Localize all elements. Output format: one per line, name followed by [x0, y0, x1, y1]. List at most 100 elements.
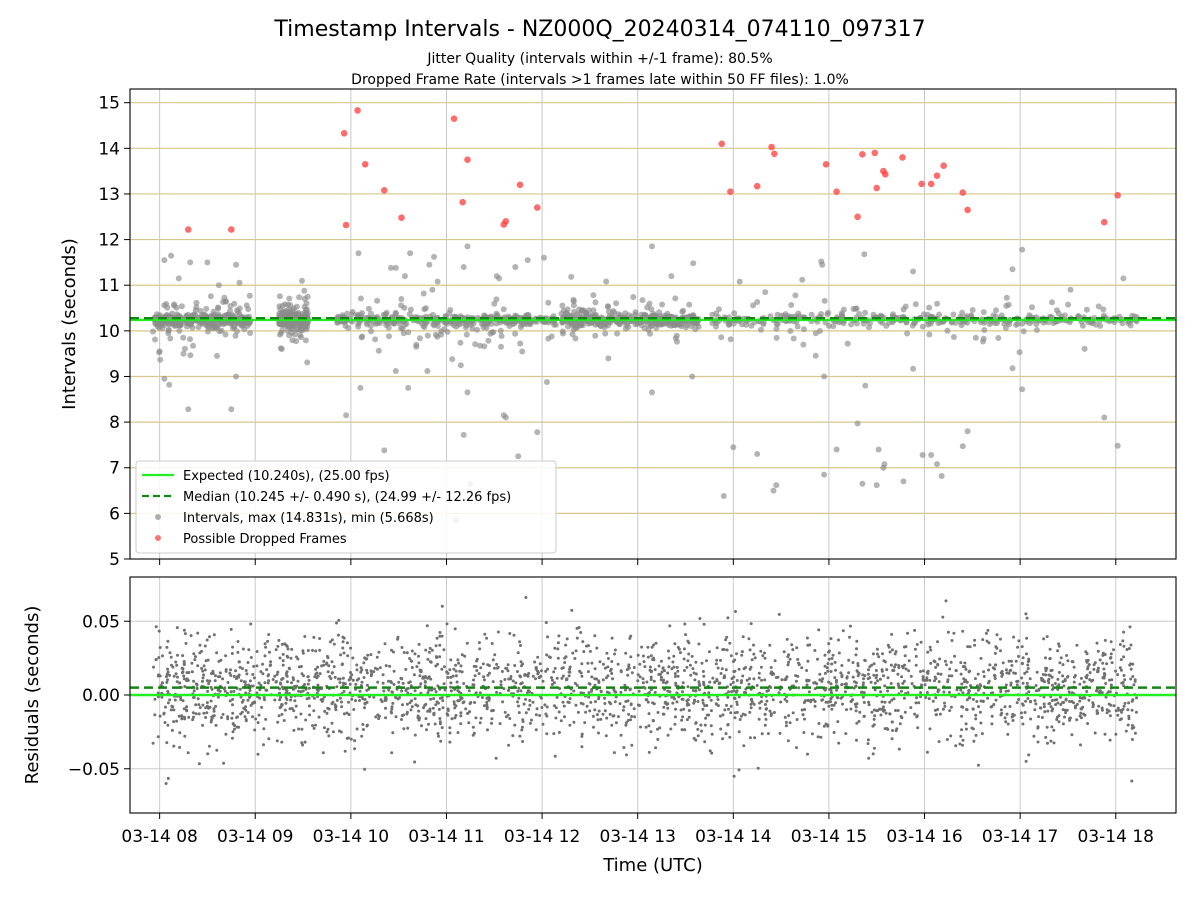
residual-point — [1110, 678, 1114, 682]
residual-point — [282, 719, 286, 722]
residual-point — [422, 676, 426, 680]
residual-point — [285, 680, 289, 684]
residual-point — [1079, 676, 1083, 680]
residual-point — [248, 679, 252, 683]
residual-point — [1003, 705, 1007, 709]
residual-point — [370, 672, 374, 676]
residual-point — [747, 682, 751, 686]
residual-point — [390, 705, 394, 709]
dropped-frame-point — [381, 187, 388, 194]
residual-point — [369, 653, 373, 657]
residual-point — [506, 713, 510, 717]
residual-point — [490, 721, 493, 725]
residual-point — [901, 681, 905, 685]
residual-point — [454, 674, 458, 678]
residual-point — [988, 663, 992, 667]
residual-point — [205, 701, 209, 705]
residual-point — [186, 751, 190, 755]
residual-point — [919, 691, 923, 695]
interval-point — [603, 278, 610, 285]
residual-point — [299, 665, 303, 668]
residual-point — [805, 678, 809, 682]
residual-point — [1034, 684, 1038, 687]
interval-point — [165, 320, 172, 327]
residual-point — [469, 701, 473, 704]
residual-point — [1098, 689, 1102, 693]
residual-point — [1092, 663, 1096, 667]
residual-point — [183, 734, 187, 738]
residual-point — [206, 689, 210, 693]
residual-point — [855, 639, 859, 643]
residual-point — [960, 728, 964, 732]
residual-point — [264, 717, 268, 721]
interval-point — [639, 297, 646, 304]
residual-point — [1122, 704, 1126, 708]
dropped-frame-point — [940, 162, 947, 169]
residual-point — [886, 727, 890, 731]
residual-point — [694, 689, 698, 693]
residual-point — [633, 715, 637, 719]
residual-point — [926, 672, 930, 675]
interval-point — [680, 307, 687, 314]
residual-point — [297, 689, 301, 693]
residual-point — [413, 760, 417, 764]
residual-point — [1001, 661, 1005, 665]
residual-point — [544, 621, 548, 625]
residual-point — [442, 682, 446, 686]
residual-point — [977, 705, 980, 709]
residual-point — [610, 636, 614, 640]
residual-point — [392, 650, 395, 654]
residual-point — [348, 682, 352, 686]
dropped-frame-point — [340, 130, 348, 137]
residual-point — [630, 743, 634, 747]
residual-point — [913, 628, 917, 632]
residual-point — [683, 669, 686, 672]
dropped-frame-point — [859, 151, 866, 158]
intervals-y-tick-label: 10 — [98, 322, 120, 342]
residual-point — [639, 725, 642, 729]
residual-point — [898, 722, 902, 726]
residual-point — [719, 727, 723, 731]
interval-point — [515, 453, 522, 460]
residual-point — [416, 704, 420, 708]
residual-point — [896, 682, 900, 686]
residual-point — [903, 710, 907, 714]
residual-point — [999, 690, 1003, 694]
residual-point — [596, 718, 600, 722]
residual-point — [1011, 719, 1015, 722]
residual-point — [696, 700, 700, 703]
interval-point — [441, 326, 448, 333]
residual-point — [571, 651, 575, 655]
residual-point — [603, 709, 607, 713]
residual-point — [857, 719, 861, 723]
residual-point — [192, 689, 196, 693]
residual-point — [701, 701, 705, 705]
residual-point — [360, 668, 364, 672]
residual-point — [917, 701, 921, 705]
residual-point — [1101, 651, 1105, 655]
residual-point — [190, 670, 194, 674]
residual-point — [872, 723, 876, 727]
residual-point — [624, 700, 628, 703]
residual-point — [413, 689, 417, 693]
residual-point — [503, 710, 507, 714]
residual-point — [166, 689, 170, 693]
residual-point — [285, 674, 289, 678]
residual-point — [737, 768, 741, 772]
residual-point — [377, 717, 381, 721]
residual-point — [408, 657, 412, 660]
interval-point — [1019, 320, 1026, 327]
residual-point — [612, 714, 616, 718]
residual-point — [177, 714, 181, 718]
residual-point — [451, 674, 455, 678]
interval-point — [357, 384, 364, 391]
residual-point — [554, 716, 558, 720]
residual-point — [594, 700, 597, 704]
residual-point — [467, 689, 471, 693]
residual-point — [390, 648, 393, 652]
residual-point — [245, 672, 249, 676]
residual-point — [182, 660, 186, 663]
residual-point — [490, 642, 494, 645]
residual-point — [452, 700, 456, 704]
residual-point — [418, 674, 422, 678]
